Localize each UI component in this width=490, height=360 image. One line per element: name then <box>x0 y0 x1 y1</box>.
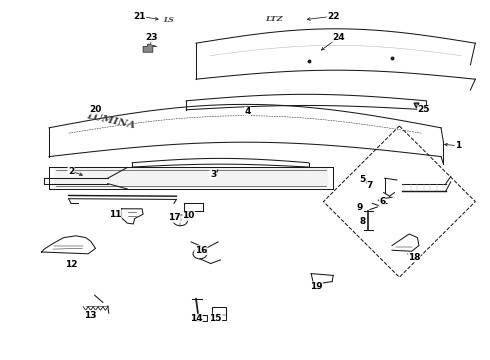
Text: 24: 24 <box>332 33 344 42</box>
Text: 5: 5 <box>360 175 366 184</box>
Text: 14: 14 <box>190 314 202 323</box>
Bar <box>194 315 207 321</box>
Text: 22: 22 <box>327 12 340 21</box>
Polygon shape <box>143 44 157 52</box>
Text: 11: 11 <box>109 210 122 219</box>
Text: 2: 2 <box>68 166 74 175</box>
Text: 10: 10 <box>182 211 195 220</box>
Text: 1: 1 <box>455 141 461 150</box>
Text: 7: 7 <box>367 181 373 190</box>
Text: 18: 18 <box>408 253 420 262</box>
Text: 8: 8 <box>360 217 366 226</box>
Text: 20: 20 <box>89 105 102 114</box>
Text: 25: 25 <box>417 105 430 114</box>
Text: 4: 4 <box>244 107 251 116</box>
Text: 17: 17 <box>168 213 180 222</box>
Text: LS: LS <box>164 16 174 24</box>
Text: LUMINA: LUMINA <box>86 111 136 130</box>
Text: 9: 9 <box>357 202 364 211</box>
Text: 3: 3 <box>210 170 216 179</box>
Text: 23: 23 <box>146 33 158 42</box>
Text: 15: 15 <box>209 314 222 323</box>
Text: 12: 12 <box>65 260 77 269</box>
Text: 13: 13 <box>84 310 97 320</box>
Text: 21: 21 <box>133 12 146 21</box>
Text: LTZ: LTZ <box>266 15 283 23</box>
Text: 16: 16 <box>195 246 207 255</box>
Text: 19: 19 <box>310 282 322 291</box>
Text: 6: 6 <box>379 197 385 206</box>
Bar <box>212 307 226 320</box>
